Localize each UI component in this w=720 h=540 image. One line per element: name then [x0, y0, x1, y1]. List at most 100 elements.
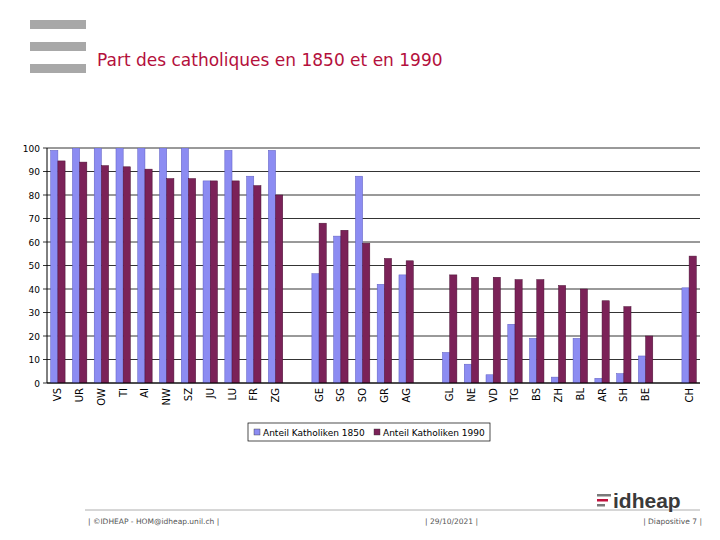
x-tick-label: SH	[618, 388, 629, 402]
bar	[486, 375, 493, 383]
bar	[268, 150, 275, 383]
legend: Anteil Katholiken 1850 Anteil Katholiken …	[248, 423, 490, 441]
bar	[646, 336, 653, 383]
x-tick-label: SG	[335, 388, 346, 402]
bar	[638, 356, 645, 383]
bar	[123, 167, 130, 383]
legend-swatch	[254, 429, 260, 435]
title: Part des catholiques en 1850 et en 1990	[97, 50, 443, 70]
bar	[276, 195, 283, 383]
x-tick-label: FR	[248, 388, 259, 401]
bar	[210, 181, 217, 383]
background	[0, 0, 720, 540]
x-tick-label: ZG	[270, 388, 281, 403]
x-tick-label: LU	[227, 388, 238, 400]
grid-line	[47, 383, 700, 384]
x-tick-label: VD	[488, 388, 499, 403]
bar	[515, 280, 522, 383]
bar	[442, 352, 449, 383]
footer-center: | 29/10/2021 |	[425, 517, 478, 526]
bar	[617, 374, 624, 383]
bar	[384, 258, 391, 383]
x-tick-label: CH	[684, 388, 695, 403]
tick-mark	[43, 242, 47, 243]
tick-mark	[43, 218, 47, 219]
tick-mark	[43, 383, 47, 384]
bar	[203, 181, 210, 383]
x-tick-label: JU	[205, 388, 216, 399]
bar	[116, 148, 123, 383]
x-tick-label: NE	[466, 388, 477, 402]
x-tick-label: BS	[531, 388, 542, 401]
bar	[559, 285, 566, 383]
bar	[101, 166, 108, 383]
bar	[225, 150, 232, 383]
bar	[355, 176, 362, 383]
y-tick-label: 10	[29, 355, 41, 365]
bar	[551, 377, 558, 383]
x-tick-label: UR	[74, 388, 85, 402]
tick-mark	[43, 148, 47, 149]
y-tick-label: 30	[29, 308, 41, 318]
x-tick-label: SO	[357, 388, 368, 402]
bar	[450, 275, 457, 383]
bar	[51, 150, 58, 383]
y-tick-label: 90	[29, 167, 41, 177]
header-icon	[30, 20, 86, 29]
x-tick-label: GR	[379, 388, 390, 403]
bar	[493, 277, 500, 383]
bar	[689, 256, 696, 383]
x-tick-label: TI	[118, 388, 129, 398]
footer-right: | Diapositive 7 |	[643, 517, 702, 526]
tick-mark	[43, 312, 47, 313]
x-tick-label: TG	[509, 388, 520, 403]
x-tick-label: AI	[139, 388, 150, 398]
tick-mark	[43, 289, 47, 290]
bar	[464, 364, 471, 383]
footer-rule	[85, 510, 700, 511]
x-tick-label: SZ	[183, 388, 194, 401]
bar	[334, 236, 341, 383]
bar	[624, 307, 631, 383]
logo-stripe	[597, 504, 605, 507]
y-axis	[47, 148, 48, 383]
bar	[232, 181, 239, 383]
logo: idheap	[613, 489, 681, 512]
bar	[580, 289, 587, 383]
bar	[188, 179, 195, 383]
bar	[80, 162, 87, 383]
logo-stripe	[597, 494, 611, 497]
tick-mark	[43, 265, 47, 266]
tick-mark	[43, 171, 47, 172]
x-tick-label: NW	[161, 388, 172, 405]
x-tick-label: GL	[444, 388, 455, 402]
bar	[363, 243, 370, 383]
bar	[160, 148, 167, 383]
y-tick-label: 60	[29, 238, 41, 248]
tick-mark	[43, 359, 47, 360]
bar	[508, 324, 515, 383]
legend-box	[248, 423, 490, 441]
y-tick-label: 40	[29, 285, 41, 295]
legend-swatch	[374, 429, 380, 435]
tick-mark	[43, 195, 47, 196]
bar	[595, 378, 602, 383]
y-tick-label: 0	[34, 379, 40, 389]
header-icon	[30, 64, 86, 73]
header-icon	[30, 42, 86, 51]
y-tick-label: 70	[29, 214, 41, 224]
bar	[167, 179, 174, 383]
y-tick-label: 50	[29, 261, 41, 271]
footer-left: | ©IDHEAP - HOM@idheap.unil.ch |	[88, 517, 219, 526]
x-tick-label: GE	[314, 388, 325, 402]
bar	[399, 275, 406, 383]
x-tick-label: VS	[52, 388, 63, 401]
bar	[312, 274, 319, 383]
legend-label: Anteil Katholiken 1990	[383, 428, 485, 438]
bar	[145, 169, 152, 383]
logo-stripe	[597, 499, 608, 502]
slide: Part des catholiques en 1850 et en 1990 0…	[0, 0, 720, 540]
x-tick-label: AG	[401, 388, 412, 402]
bar	[94, 148, 101, 383]
legend-label: Anteil Katholiken 1850	[263, 428, 365, 438]
